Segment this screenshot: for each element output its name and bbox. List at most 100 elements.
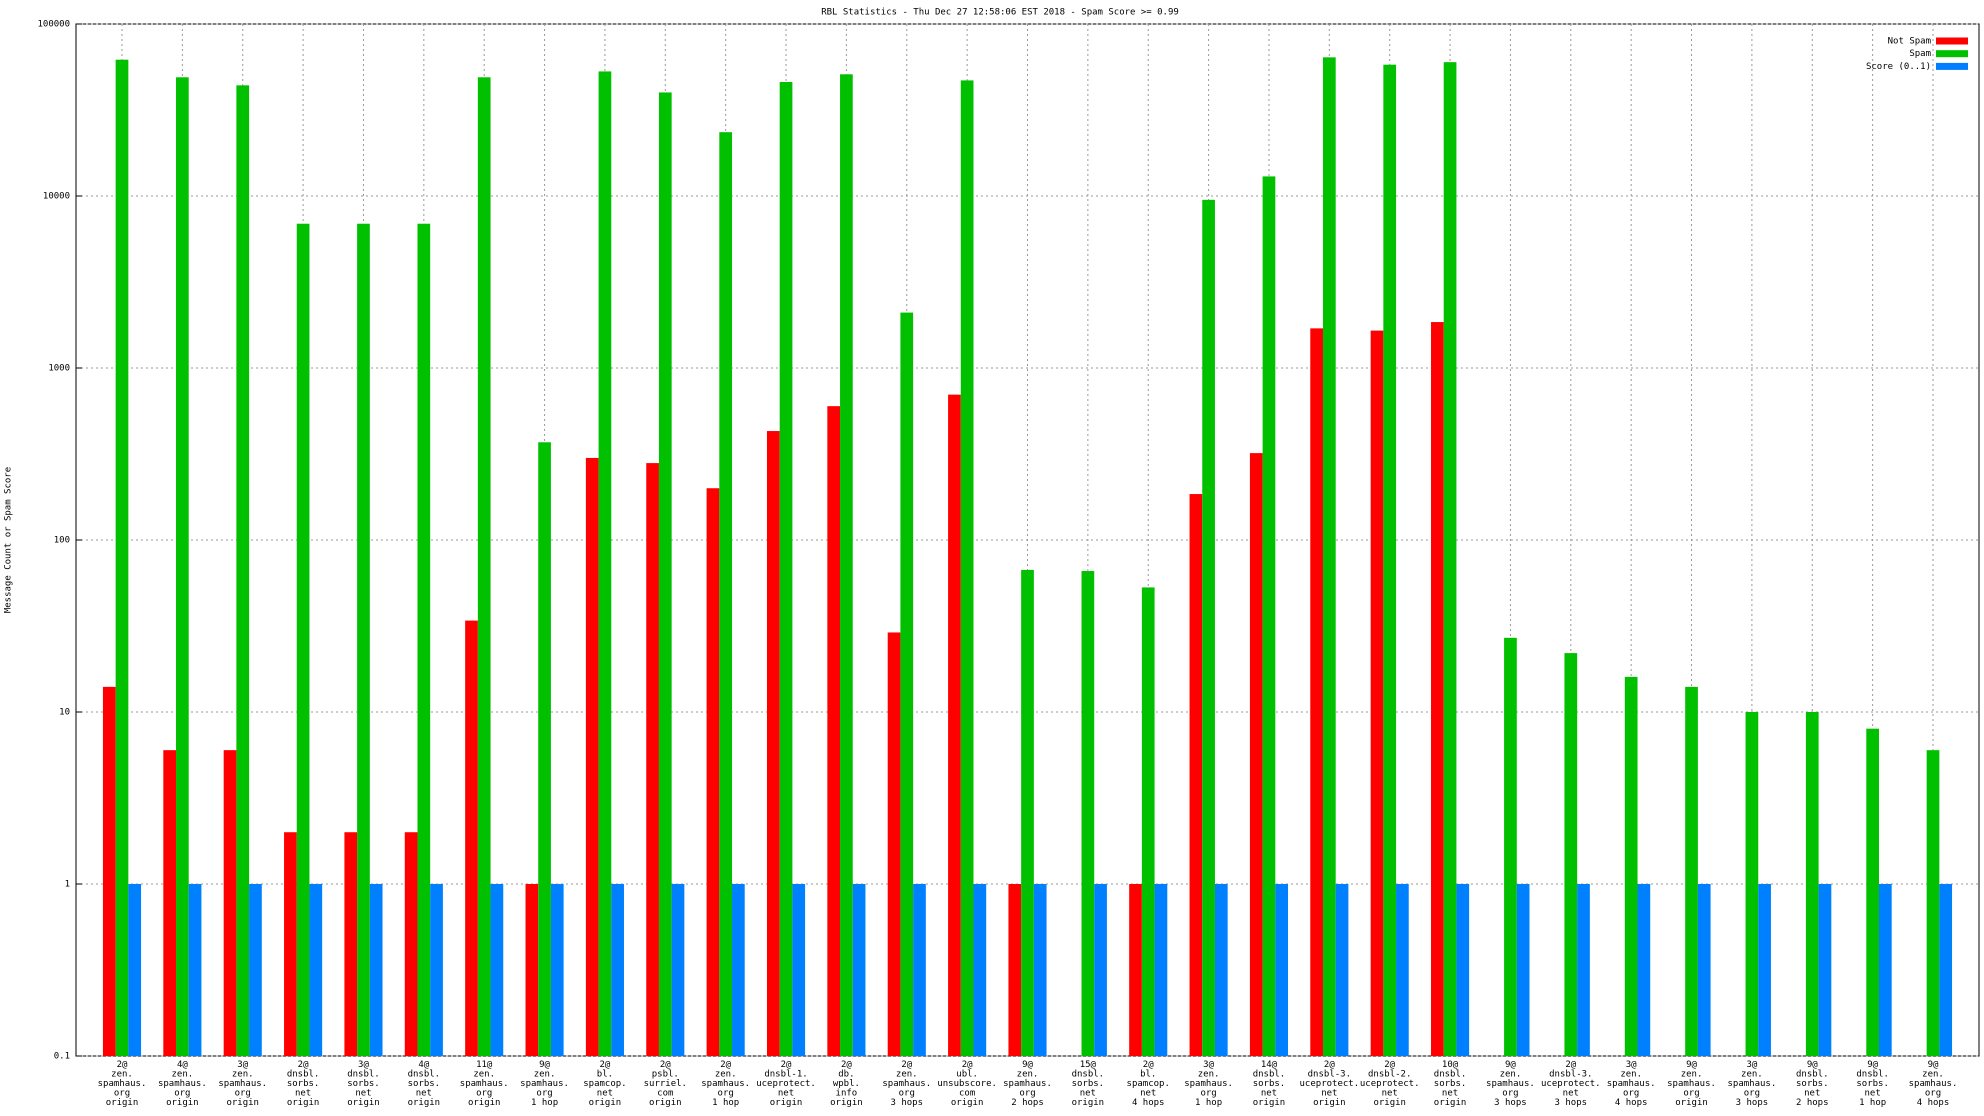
x-tick-label: 15@ dnsbl. sorbs. net origin [1072,1060,1105,1108]
x-tick-label: 3@ dnsbl. sorbs. net origin [347,1060,380,1108]
bar [128,884,142,1056]
bar [1154,884,1168,1056]
y-tick-label: 10000 [43,192,70,202]
x-tick-label: 10@ dnsbl. sorbs. net origin [1434,1060,1467,1108]
bar [1818,884,1832,1056]
legend-label: Not Spam [1888,37,1931,47]
legend-label: Spam [1909,49,1931,59]
bar [477,77,491,1057]
bar [1516,884,1530,1056]
bar [611,884,624,1056]
y-tick-label: 1 [65,880,70,890]
bar [163,750,177,1056]
bar [465,620,478,1056]
x-tick-label: 2@ zen. spamhaus. org 1 hop [701,1060,750,1108]
bar [1637,884,1651,1056]
chart-title: RBL Statistics - Thu Dec 27 12:58:06 EST… [821,8,1179,18]
bar [1745,712,1759,1056]
bar [296,223,310,1056]
bar [188,884,202,1056]
x-tick-label: 2@ ubl. unsubscore. com origin [937,1060,997,1108]
bar [1878,884,1892,1056]
x-tick-label: 9@ zen. spamhaus. org 1 hop [520,1060,569,1108]
legend-swatch [1936,50,1968,58]
y-axis-label: Message Count or Spam Score [4,467,14,613]
legend-swatch [1936,37,1968,45]
bar [417,223,431,1056]
bar [840,74,853,1057]
bar [1081,571,1095,1056]
x-tick-label: 9@ zen. spamhaus. org 4 hops [1909,1060,1958,1108]
x-tick-label: 2@ zen. spamhaus. org origin [98,1060,147,1108]
x-tick-label: 14@ dnsbl. sorbs. net origin [1253,1060,1286,1108]
bar [538,442,551,1057]
bar [115,59,129,1057]
bar [766,431,780,1056]
bar [1866,728,1879,1056]
y-tick-label: 0.1 [54,1052,70,1062]
bar [887,632,901,1056]
x-tick-label: 2@ db. wpbl. info origin [830,1060,863,1108]
bar [1033,884,1047,1056]
bar [1322,57,1336,1057]
bar [1456,884,1470,1056]
bar [1443,62,1457,1057]
bar [369,884,383,1056]
bar [646,463,659,1056]
x-tick-label: 9@ dnsbl. sorbs. net 2 hops [1796,1060,1829,1108]
bar [1275,884,1289,1056]
x-tick-label: 3@ zen. spamhaus. org 1 hop [1184,1060,1233,1108]
bar [1396,884,1409,1056]
bar [827,406,841,1057]
bar [973,884,987,1056]
x-tick-label: 3@ zen. spamhaus. org 3 hops [1728,1060,1777,1108]
x-tick-label: 3@ zen. spamhaus. org origin [218,1060,267,1108]
bar [852,884,866,1056]
bar [1758,884,1771,1056]
legend-swatch [1936,62,1968,70]
bar [658,92,672,1056]
bar [598,71,612,1056]
bar [1214,884,1228,1056]
x-tick-label: 2@ dnsbl. sorbs. net origin [287,1060,320,1108]
bar [357,223,370,1056]
bar [344,832,358,1056]
bar [719,132,733,1056]
x-tick-label: 9@ zen. spamhaus. org 2 hops [1003,1060,1052,1108]
bar [671,884,685,1056]
bar [284,832,297,1056]
x-tick-label: 9@ zen. spamhaus. org origin [1667,1060,1716,1108]
bar [948,394,961,1056]
x-tick-label: 2@ dnsbl-1. uceprotect. net origin [756,1060,816,1108]
x-tick-label: 4@ zen. spamhaus. org origin [158,1060,207,1108]
bar [1697,884,1711,1056]
bar [900,312,914,1057]
x-tick-label: 2@ dnsbl-3. uceprotect. net 3 hops [1541,1060,1601,1108]
bar [960,80,974,1056]
bar [1685,686,1698,1056]
y-tick-label: 1000 [48,364,70,374]
bar [430,884,443,1056]
bar [1262,176,1276,1057]
bar [792,884,806,1056]
y-tick-label: 100 [54,536,70,546]
x-tick-label: 9@ zen. spamhaus. org 3 hops [1486,1060,1535,1108]
bar [102,686,116,1056]
x-tick-label: 2@ bl. spamcop. net origin [583,1060,626,1108]
bar [525,884,539,1056]
x-tick-label: 2@ dnsbl-2. uceprotect. net origin [1360,1060,1420,1108]
bar [1021,569,1034,1056]
bar [1189,494,1203,1056]
bar [1008,884,1022,1056]
bar [1202,199,1215,1056]
x-tick-label: 3@ zen. spamhaus. org 4 hops [1607,1060,1656,1108]
bar [550,884,564,1056]
x-tick-label: 2@ bl. spamcop. net 4 hops [1127,1060,1170,1108]
bar [249,884,262,1056]
y-tick-label: 10 [59,708,70,718]
bar [1335,884,1349,1056]
bar [585,457,599,1056]
bar [1383,64,1397,1057]
bar [1624,676,1638,1056]
